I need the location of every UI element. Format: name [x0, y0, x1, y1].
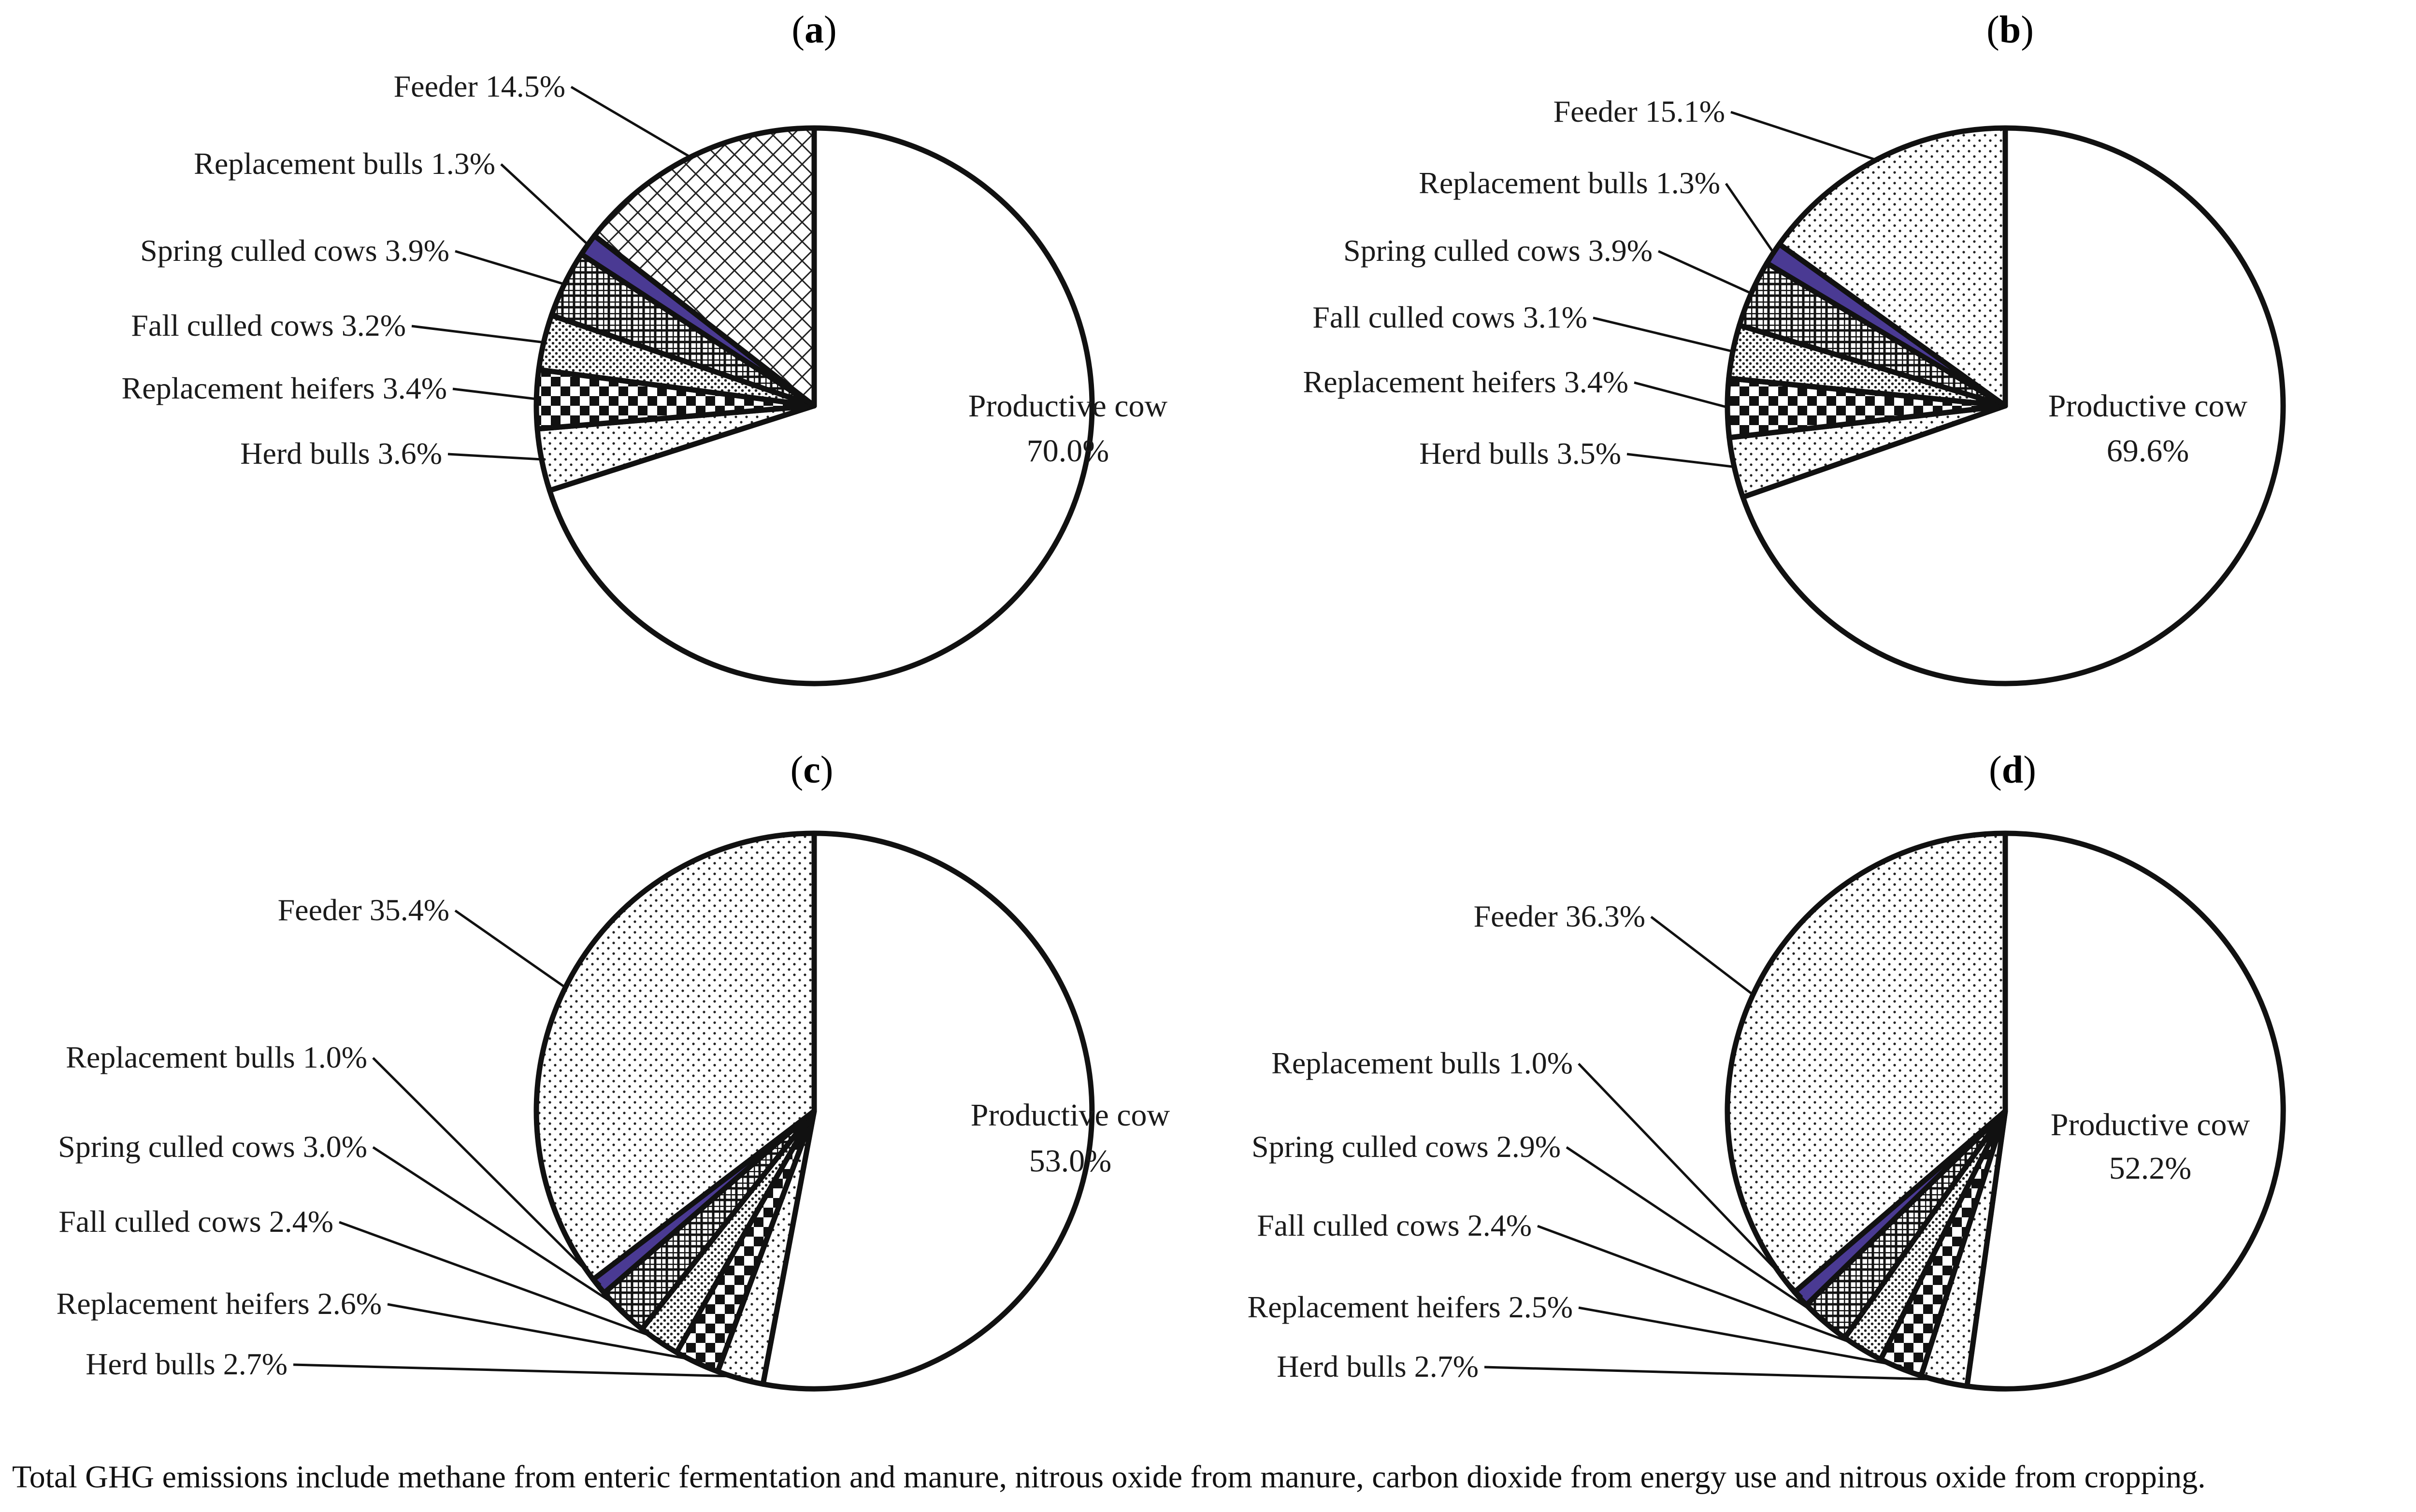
- leader-line-herd-bulls: [1484, 1366, 1944, 1381]
- pie-slice-productive-cow: [760, 830, 1095, 1392]
- slice-label-replacement-bulls: Replacement bulls 1.3%: [194, 146, 495, 181]
- leader-line-replacement-heifers: [1634, 381, 1730, 409]
- slice-label-herd-bulls: Herd bulls 2.7%: [1277, 1349, 1479, 1384]
- slice-label-fall-culled-cows: Fall culled cows 3.2%: [131, 308, 406, 342]
- leader-line-herd-bulls: [293, 1363, 741, 1378]
- slice-label-replacement-heifers: Replacement heifers 3.4%: [122, 371, 447, 405]
- panel-label-b: (b): [1986, 9, 2034, 51]
- leader-line-replacement-heifers: [452, 387, 539, 401]
- slice-value-productive-cow: 69.6%: [2107, 433, 2189, 469]
- slice-label-replacement-heifers: Replacement heifers 2.5%: [1248, 1290, 1573, 1324]
- leader-line-spring-culled-cows: [1566, 1146, 1827, 1322]
- slice-label-herd-bulls: Herd bulls 3.6%: [240, 436, 442, 471]
- slice-label-herd-bulls: Herd bulls 2.7%: [86, 1347, 288, 1381]
- slice-label-fall-culled-cows: Fall culled cows 2.4%: [58, 1204, 333, 1239]
- pie-slice-productive-cow: [546, 125, 1095, 686]
- slice-label-productive-cow: Productive cow: [968, 388, 1168, 424]
- pie-panel-c: (c) Productive cow 53.0% Herd bulls 2.7% Rep…: [57, 749, 1170, 1392]
- leader-line-fall-culled-cows: [1593, 316, 1736, 354]
- pie-slice-feeder: [1776, 125, 2008, 409]
- slice-label-herd-bulls: Herd bulls 3.5%: [1419, 436, 1621, 471]
- slice-label-spring-culled-cows: Spring culled cows 3.9%: [140, 233, 449, 268]
- pie-chart-figure: (a) Productive cow 70.0% Herd bulls 3.6% Rep…: [57, 9, 2286, 1392]
- panel-label-a: (a): [791, 9, 836, 51]
- leader-line-feeder: [1650, 916, 1756, 998]
- slice-label-spring-culled-cows: Spring culled cows 3.0%: [58, 1129, 367, 1164]
- slice-label-productive-cow: Productive cow: [971, 1098, 1170, 1133]
- leader-line-replacement-heifers: [387, 1303, 698, 1362]
- leader-line-replacement-bulls: [500, 163, 591, 247]
- pie-slice-productive-cow: [1740, 125, 2286, 686]
- pie-slice-feeder: [591, 125, 817, 409]
- slice-value-productive-cow: 52.2%: [2109, 1151, 2191, 1186]
- slice-label-feeder: Feeder 15.1%: [1553, 94, 1725, 128]
- leader-line-feeder: [570, 86, 694, 160]
- leader-line-replacement-bulls: [1725, 183, 1776, 256]
- slice-label-fall-culled-cows: Fall culled cows 3.1%: [1312, 300, 1587, 334]
- slice-label-productive-cow: Productive cow: [2048, 388, 2248, 424]
- panel-label-d: (d): [1989, 749, 2036, 791]
- slice-value-productive-cow: 53.0%: [1029, 1143, 1111, 1179]
- slice-label-replacement-bulls: Replacement bulls 1.3%: [1419, 166, 1720, 200]
- leader-line-replacement-bulls: [372, 1057, 602, 1286]
- leader-line-herd-bulls: [447, 453, 545, 461]
- slice-value-productive-cow: 70.0%: [1027, 433, 1109, 469]
- leader-line-spring-culled-cows: [372, 1146, 625, 1312]
- pie-panel-b: (b) Productive cow 69.6% Herd bulls 3.5% Rep…: [1303, 9, 2286, 686]
- leader-line-feeder: [454, 909, 568, 990]
- slice-label-spring-culled-cows: Spring culled cows 2.9%: [1251, 1129, 1561, 1164]
- slice-label-replacement-bulls: Replacement bulls 1.0%: [66, 1040, 367, 1074]
- leader-line-herd-bulls: [1626, 453, 1737, 469]
- leader-line-replacement-bulls: [1578, 1063, 1803, 1298]
- leader-line-fall-culled-cows: [339, 1221, 661, 1341]
- panel-label-c: (c): [791, 749, 834, 791]
- pie-panel-d: (d) Productive cow 52.2% Herd bulls 2.7% Rep…: [1248, 749, 2286, 1392]
- figure-footnote: Total GHG emissions include methane from…: [12, 1459, 2206, 1495]
- leader-line-feeder: [1730, 111, 1880, 162]
- slice-label-feeder: Feeder 36.3%: [1474, 899, 1645, 933]
- slice-label-spring-culled-cows: Spring culled cows 3.9%: [1343, 233, 1653, 268]
- leader-line-fall-culled-cows: [411, 325, 546, 344]
- slice-label-replacement-heifers: Replacement heifers 3.4%: [1303, 365, 1629, 399]
- pie-slice-productive-cow: [1964, 830, 2286, 1392]
- slice-label-feeder: Feeder 35.4%: [278, 893, 449, 927]
- slice-label-fall-culled-cows: Fall culled cows 2.4%: [1257, 1208, 1532, 1242]
- leader-line-spring-culled-cows: [1657, 250, 1754, 296]
- slice-label-productive-cow: Productive cow: [2051, 1107, 2250, 1142]
- leader-line-replacement-heifers: [1578, 1306, 1902, 1368]
- slice-label-replacement-bulls: Replacement bulls 1.0%: [1271, 1046, 1573, 1080]
- slice-label-replacement-heifers: Replacement heifers 2.6%: [57, 1286, 382, 1321]
- slice-label-feeder: Feeder 14.5%: [394, 69, 565, 103]
- pie-panel-a: (a) Productive cow 70.0% Herd bulls 3.6% Rep…: [122, 9, 1168, 686]
- leader-line-fall-culled-cows: [1537, 1225, 1864, 1349]
- leader-line-spring-culled-cows: [455, 250, 567, 286]
